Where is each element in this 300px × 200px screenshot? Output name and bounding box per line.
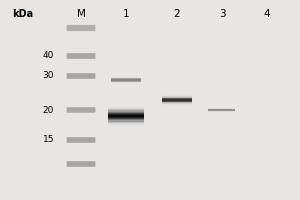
Bar (162, 103, 192, 104)
Bar (111, 77, 141, 78)
Bar (108, 107, 144, 108)
Bar (111, 75, 141, 76)
Bar (111, 79, 141, 80)
Bar (162, 104, 192, 105)
Text: 2: 2 (174, 9, 180, 19)
Bar (111, 81, 141, 82)
Bar (108, 124, 144, 125)
Text: 20: 20 (43, 106, 54, 114)
FancyBboxPatch shape (67, 53, 95, 59)
Bar (111, 78, 141, 79)
Bar (108, 123, 144, 124)
Bar (108, 106, 144, 107)
Bar (108, 108, 144, 109)
Bar (162, 104, 192, 105)
Bar (108, 109, 144, 110)
Text: 15: 15 (43, 136, 54, 144)
Bar (108, 114, 144, 115)
Text: 30: 30 (43, 72, 54, 80)
Bar (108, 122, 144, 123)
Bar (162, 102, 192, 103)
Bar (108, 121, 144, 122)
Bar (108, 106, 144, 107)
Bar (108, 110, 144, 111)
FancyBboxPatch shape (67, 137, 95, 143)
Bar (108, 111, 144, 112)
Bar (108, 113, 144, 114)
Bar (162, 100, 192, 101)
Bar (108, 120, 144, 121)
Bar (111, 76, 141, 77)
Bar (111, 81, 141, 82)
Bar (108, 125, 144, 126)
Bar (108, 109, 144, 110)
Bar (108, 117, 144, 118)
Text: M: M (76, 9, 85, 19)
Bar (108, 123, 144, 124)
Text: 4: 4 (264, 9, 270, 19)
Bar (108, 115, 144, 116)
Text: 3: 3 (219, 9, 225, 19)
Bar (108, 112, 144, 113)
Bar (162, 101, 192, 102)
Bar (111, 84, 141, 85)
Bar (108, 110, 144, 111)
Bar (162, 98, 192, 99)
Bar (162, 95, 192, 96)
Bar (111, 83, 141, 84)
Bar (108, 107, 144, 108)
Bar (162, 95, 192, 96)
Bar (111, 76, 141, 77)
Bar (162, 96, 192, 97)
Bar (162, 96, 192, 97)
Text: kDa: kDa (12, 9, 33, 19)
Bar (108, 125, 144, 126)
Text: 40: 40 (43, 51, 54, 60)
Bar (108, 118, 144, 119)
Bar (162, 94, 192, 95)
FancyBboxPatch shape (67, 107, 95, 113)
Bar (108, 108, 144, 109)
Bar (162, 105, 192, 106)
Bar (111, 82, 141, 83)
Text: 1: 1 (123, 9, 129, 19)
Bar (162, 99, 192, 100)
Bar (162, 103, 192, 104)
Bar (111, 80, 141, 81)
Bar (162, 101, 192, 102)
FancyBboxPatch shape (67, 73, 95, 79)
Bar (162, 98, 192, 99)
Bar (108, 121, 144, 122)
Bar (108, 116, 144, 117)
Bar (108, 124, 144, 125)
Bar (108, 122, 144, 123)
Bar (108, 119, 144, 120)
Bar (162, 97, 192, 98)
Bar (111, 78, 141, 79)
FancyBboxPatch shape (67, 161, 95, 167)
FancyBboxPatch shape (67, 25, 95, 31)
Bar (111, 83, 141, 84)
